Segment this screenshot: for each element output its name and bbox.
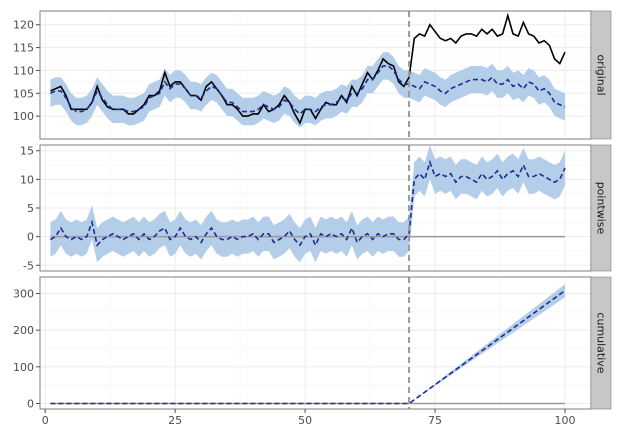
- x-tick-label: 0: [42, 414, 49, 427]
- y-tick-label: 10: [20, 173, 34, 186]
- prediction-interval-band: [50, 145, 565, 263]
- facet-strip: [590, 10, 612, 140]
- prediction-series-line: [50, 159, 566, 248]
- y-tick-label: 105: [13, 87, 34, 100]
- panel-original: 100 105 110 115 120 original: [13, 10, 612, 140]
- y-tick-label: 15: [20, 145, 34, 158]
- x-tick-label: 50: [298, 414, 312, 427]
- facet-strip-label: pointwise: [595, 182, 608, 235]
- y-tick-label: 100: [13, 110, 34, 123]
- y-tick-label: 0: [27, 398, 34, 411]
- facet-strip-label: cumulative: [595, 312, 608, 373]
- y-tick-label: 5: [27, 202, 34, 215]
- prediction-interval-band: [50, 52, 565, 128]
- y-tick-label: 100: [13, 361, 34, 374]
- prediction-series-line: [50, 65, 566, 115]
- y-tick-label: 115: [13, 42, 34, 55]
- facet-strip: [590, 144, 612, 272]
- panel-background: [40, 277, 591, 409]
- panel-cumulative: 0 100 200 300 cumulative: [13, 276, 612, 411]
- x-tick-label: 25: [168, 414, 182, 427]
- y-tick-label: 110: [13, 64, 34, 77]
- y-tick-label: 120: [13, 19, 34, 32]
- panel-pointwise: -5 0 5 10 15 pointwise: [20, 144, 612, 272]
- y-tick-label: 0: [27, 231, 34, 244]
- y-tick-label: -5: [23, 259, 34, 272]
- y-tick-label: 300: [13, 288, 34, 301]
- y-tick-label: 200: [13, 324, 34, 337]
- facet-strip: [590, 276, 612, 410]
- x-tick-label: 75: [428, 414, 442, 427]
- x-tick-label: 100: [555, 414, 576, 427]
- facet-strip-label: original: [595, 54, 608, 95]
